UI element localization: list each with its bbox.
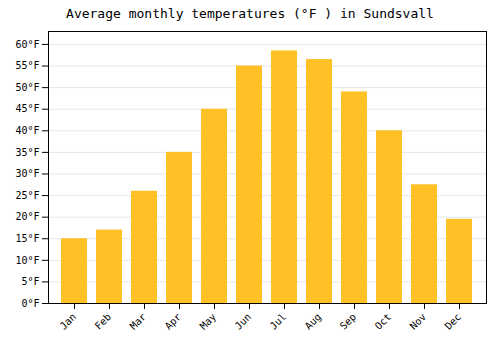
svg-text:Apr: Apr [163, 311, 184, 332]
svg-text:Jan: Jan [58, 311, 79, 332]
svg-text:Dec: Dec [443, 311, 464, 332]
svg-text:Oct: Oct [373, 311, 394, 332]
svg-text:0°F: 0°F [21, 298, 39, 309]
svg-text:20°F: 20°F [15, 211, 39, 222]
svg-text:Jun: Jun [233, 311, 254, 332]
svg-text:Nov: Nov [408, 311, 429, 332]
svg-text:25°F: 25°F [15, 190, 39, 201]
svg-text:35°F: 35°F [15, 147, 39, 158]
svg-text:Aug: Aug [303, 311, 324, 332]
svg-text:50°F: 50°F [15, 82, 39, 93]
svg-text:15°F: 15°F [15, 233, 39, 244]
svg-text:Sep: Sep [338, 311, 359, 332]
svg-text:Jul: Jul [268, 311, 289, 332]
svg-text:May: May [198, 311, 219, 332]
svg-text:Mar: Mar [128, 311, 149, 332]
svg-text:40°F: 40°F [15, 125, 39, 136]
svg-text:45°F: 45°F [15, 103, 39, 114]
svg-text:55°F: 55°F [15, 60, 39, 71]
svg-text:60°F: 60°F [15, 39, 39, 50]
svg-text:10°F: 10°F [15, 255, 39, 266]
svg-text:30°F: 30°F [15, 168, 39, 179]
svg-text:Feb: Feb [93, 311, 114, 332]
html-text:Average monthly temperatures (: Average monthly temperatures (°F ) in Su… [66, 6, 434, 21]
svg-text:5°F: 5°F [21, 276, 39, 287]
